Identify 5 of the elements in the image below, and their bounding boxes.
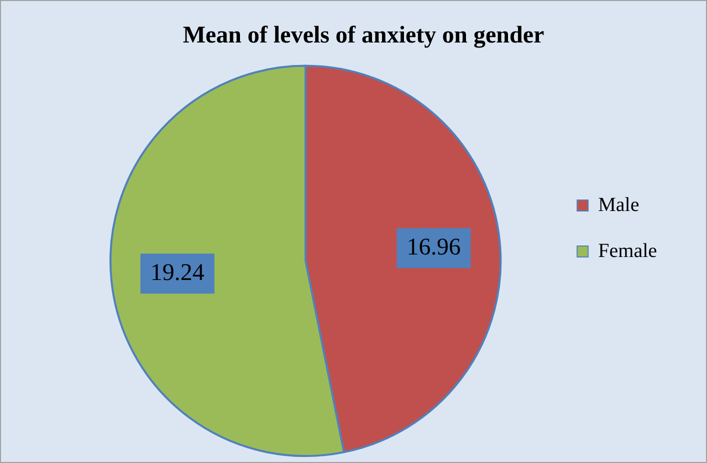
data-label: 16.96: [406, 234, 461, 260]
data-label: 19.24: [150, 260, 204, 286]
legend-label: Male: [598, 194, 640, 216]
legend-label: Female: [598, 240, 658, 262]
chart-title: Mean of levels of anxiety on gender: [182, 22, 544, 49]
